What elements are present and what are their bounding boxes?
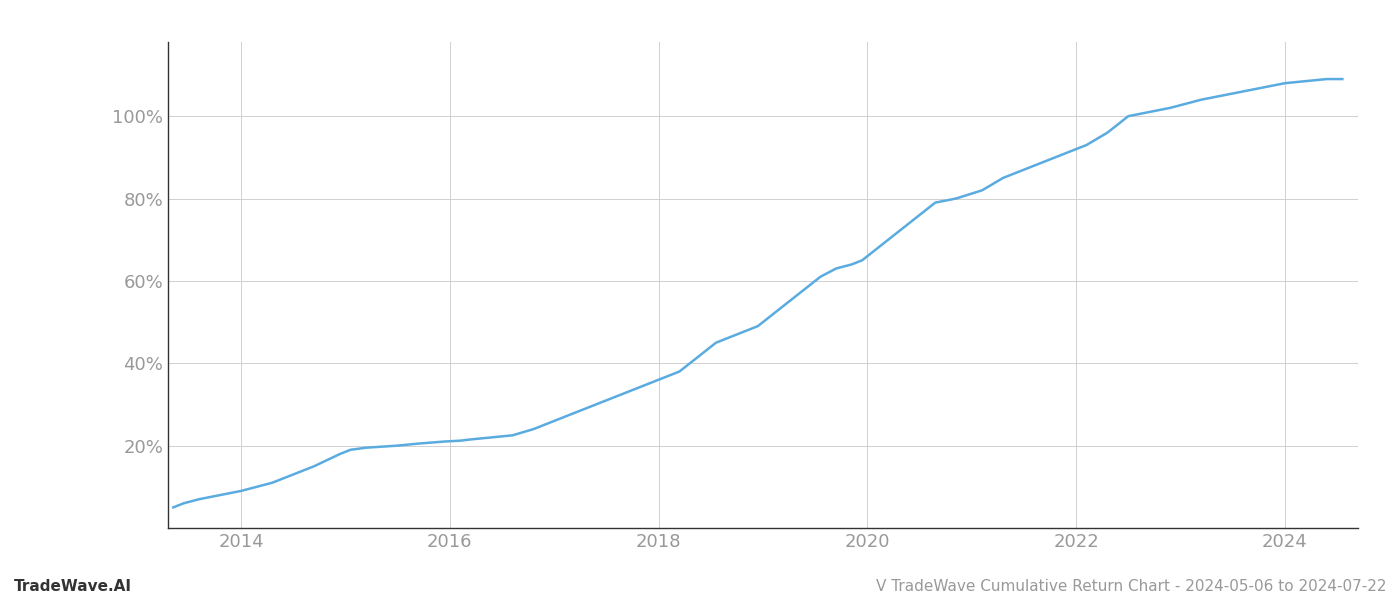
- Text: V TradeWave Cumulative Return Chart - 2024-05-06 to 2024-07-22: V TradeWave Cumulative Return Chart - 20…: [875, 579, 1386, 594]
- Text: TradeWave.AI: TradeWave.AI: [14, 579, 132, 594]
